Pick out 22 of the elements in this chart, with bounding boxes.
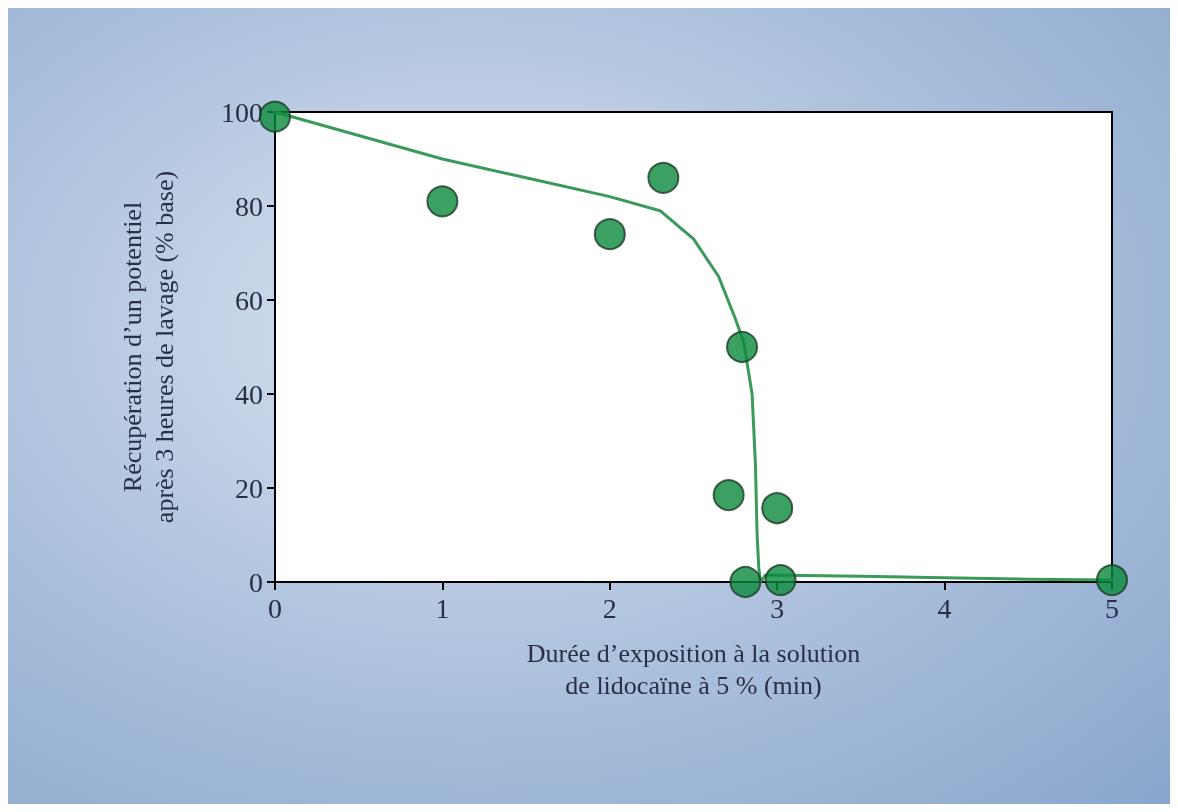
point bbox=[729, 566, 762, 598]
point bbox=[761, 492, 794, 525]
point bbox=[1096, 564, 1128, 597]
y-tick-label: 40 bbox=[235, 378, 263, 410]
x-axis-title: Durée d’exposition à la solution de lidocaïne à 5 % (min) bbox=[526, 638, 861, 700]
x-tick-label: 1 bbox=[435, 592, 450, 624]
point bbox=[764, 564, 797, 597]
point bbox=[647, 161, 680, 194]
x-tick-label: 4 bbox=[937, 592, 952, 624]
x-tick-label: 2 bbox=[602, 592, 617, 624]
y-axis-title: Récupération d’un potentiel après 3 heures de lavage (% base) bbox=[117, 170, 179, 524]
y-tick-label: 60 bbox=[235, 284, 263, 316]
y-tick-label: 20 bbox=[235, 472, 263, 504]
y-tick-label: 0 bbox=[249, 566, 263, 598]
point bbox=[712, 479, 745, 512]
point bbox=[426, 185, 459, 218]
x-tick-label: 3 bbox=[770, 592, 785, 624]
point bbox=[593, 218, 626, 251]
y-tick-label: 100 bbox=[221, 96, 263, 128]
y-tick-label: 80 bbox=[235, 190, 263, 222]
x-tick-label: 5 bbox=[1105, 592, 1119, 624]
point bbox=[726, 331, 759, 363]
